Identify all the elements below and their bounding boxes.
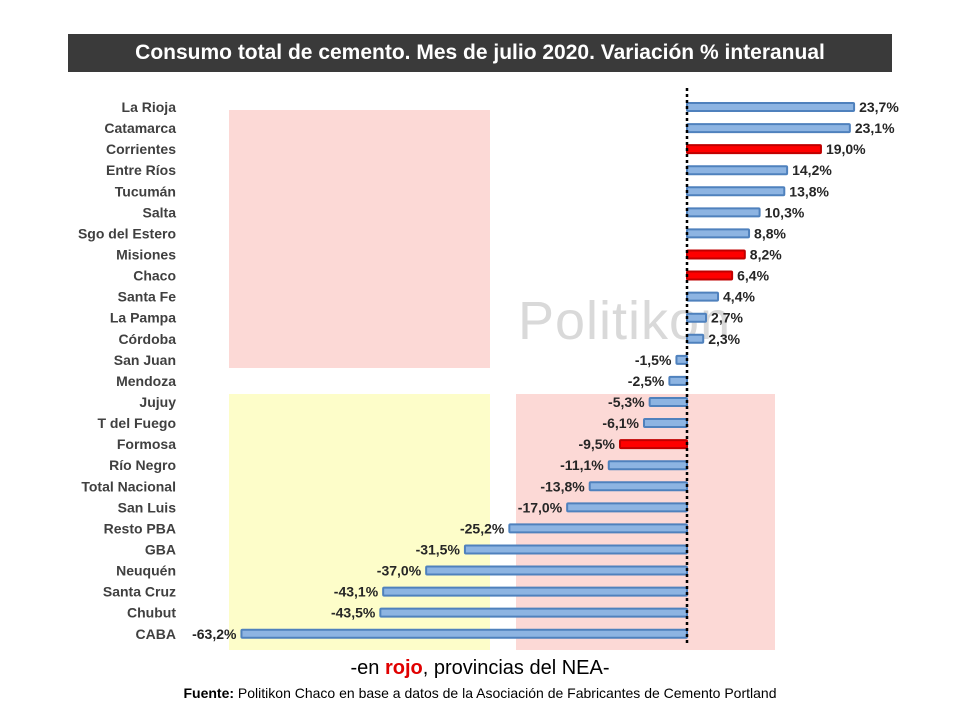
category-label: CABA bbox=[136, 626, 176, 642]
bar bbox=[686, 207, 761, 218]
category-label: Catamarca bbox=[104, 120, 176, 136]
value-label: -63,2% bbox=[192, 626, 237, 642]
category-label: Chubut bbox=[127, 605, 176, 621]
value-label: 4,4% bbox=[723, 289, 755, 305]
bar bbox=[240, 628, 688, 639]
bar bbox=[566, 502, 689, 513]
category-label: GBA bbox=[145, 541, 176, 557]
category-label: Neuquén bbox=[116, 563, 176, 579]
category-label: Salta bbox=[143, 204, 177, 220]
category-label: Córdoba bbox=[118, 331, 176, 347]
value-label: -9,5% bbox=[578, 436, 615, 452]
category-label: Tucumán bbox=[115, 183, 176, 199]
category-label: Jujuy bbox=[139, 394, 176, 410]
note-prefix: -en bbox=[350, 657, 385, 679]
source-line: Fuente: Politikon Chaco en base a datos … bbox=[0, 685, 960, 701]
value-label: 8,8% bbox=[754, 225, 786, 241]
bar bbox=[379, 607, 688, 618]
value-label: 19,0% bbox=[826, 141, 866, 157]
category-label: San Juan bbox=[114, 352, 176, 368]
bar bbox=[607, 460, 688, 471]
category-label: Santa Fe bbox=[118, 289, 177, 305]
value-label: -5,3% bbox=[608, 394, 645, 410]
bar bbox=[686, 270, 734, 281]
source-text: Politikon Chaco en base a datos de la As… bbox=[234, 685, 777, 701]
value-label: -43,1% bbox=[334, 584, 379, 600]
bar bbox=[463, 544, 688, 555]
bar bbox=[588, 481, 689, 492]
bar bbox=[686, 123, 851, 134]
bar bbox=[648, 396, 689, 407]
category-label: La Rioja bbox=[122, 99, 177, 115]
bar bbox=[686, 144, 822, 155]
value-label: 13,8% bbox=[789, 183, 829, 199]
category-label: Resto PBA bbox=[104, 520, 176, 536]
decor-yellow-square bbox=[229, 394, 490, 650]
bar bbox=[686, 186, 786, 197]
bar bbox=[686, 102, 856, 112]
value-label: -13,8% bbox=[540, 478, 585, 494]
value-label: -11,1% bbox=[560, 457, 604, 473]
category-label: La Pampa bbox=[110, 310, 176, 326]
value-label: -6,1% bbox=[602, 415, 639, 431]
bar bbox=[686, 228, 751, 239]
value-label: -25,2% bbox=[460, 520, 505, 536]
value-label: -43,5% bbox=[331, 605, 376, 621]
value-label: -37,0% bbox=[377, 563, 422, 579]
category-label: Chaco bbox=[133, 268, 176, 284]
category-label: San Luis bbox=[118, 499, 177, 515]
note-highlight: rojo bbox=[384, 657, 423, 679]
footnote: -en rojo, provincias del NEA- bbox=[0, 657, 960, 680]
value-label: 2,3% bbox=[708, 331, 740, 347]
value-label: 2,7% bbox=[711, 310, 743, 326]
bar bbox=[642, 418, 688, 429]
value-label: -1,5% bbox=[635, 352, 672, 368]
value-label: 14,2% bbox=[792, 162, 832, 178]
bar bbox=[686, 312, 708, 323]
category-label: Mendoza bbox=[116, 373, 176, 389]
category-label: Total Nacional bbox=[81, 478, 176, 494]
value-label: 23,1% bbox=[855, 120, 895, 136]
category-label: Santa Cruz bbox=[103, 584, 176, 600]
bar bbox=[686, 291, 720, 302]
value-label: -2,5% bbox=[628, 373, 665, 389]
value-label: -31,5% bbox=[416, 541, 461, 557]
value-label: 23,7% bbox=[859, 99, 899, 115]
bar bbox=[425, 565, 688, 576]
decor-pink-square-bottom bbox=[516, 394, 775, 650]
bar bbox=[686, 333, 705, 344]
category-label: Entre Ríos bbox=[106, 162, 176, 178]
decor-pink-square-top bbox=[229, 110, 490, 368]
category-label: Sgo del Estero bbox=[78, 225, 176, 241]
value-label: -17,0% bbox=[518, 499, 563, 515]
category-label: Río Negro bbox=[109, 457, 176, 473]
bar bbox=[686, 165, 789, 176]
bar bbox=[508, 523, 688, 534]
source-label: Fuente: bbox=[183, 685, 235, 701]
bar bbox=[619, 439, 689, 450]
value-label: 6,4% bbox=[737, 268, 769, 284]
chart-title: Consumo total de cemento. Mes de julio 2… bbox=[68, 34, 892, 72]
value-label: 8,2% bbox=[750, 246, 782, 262]
bar bbox=[382, 586, 688, 597]
category-label: Formosa bbox=[117, 436, 176, 452]
value-label: 10,3% bbox=[765, 204, 805, 220]
category-label: Corrientes bbox=[106, 141, 176, 157]
bar bbox=[668, 375, 688, 386]
bar bbox=[686, 249, 746, 260]
category-label: Misiones bbox=[116, 246, 176, 262]
note-suffix: , provincias del NEA- bbox=[422, 657, 610, 679]
category-label: T del Fuego bbox=[97, 415, 176, 431]
bar bbox=[675, 354, 688, 365]
